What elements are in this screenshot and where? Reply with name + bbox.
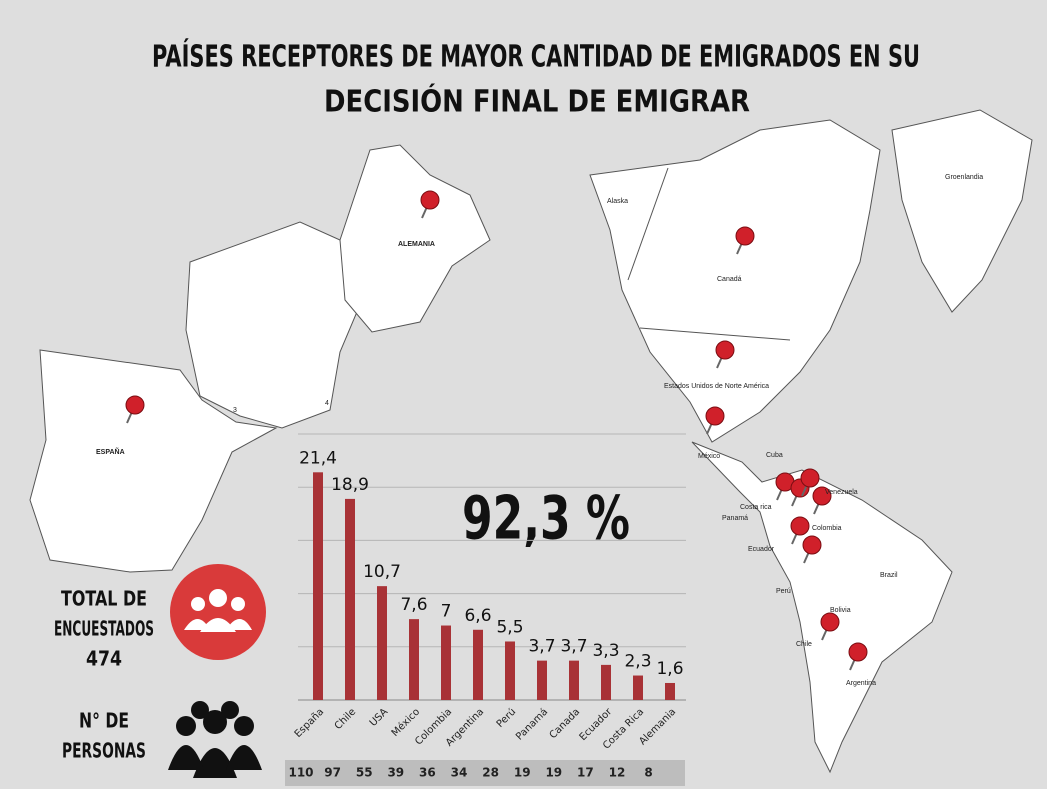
map-label: ESPAÑA [96, 447, 125, 456]
map-label: Perú [776, 588, 791, 595]
respondents-text: 474 [86, 647, 122, 671]
pin-head [802, 535, 822, 555]
respondents-text: ENCUESTADOS [54, 617, 154, 641]
pin-head [735, 226, 755, 246]
persons-count: 39 [387, 766, 404, 780]
map-label: Bolivia [830, 607, 851, 614]
pins [125, 190, 868, 671]
bar [409, 619, 419, 700]
map-label: ALEMANIA [398, 241, 435, 248]
bar [345, 498, 355, 700]
map-label: Argentina [846, 680, 876, 687]
title-line: DECISIÓN FINAL DE EMIGRAR [324, 83, 750, 120]
value-label: 5,5 [496, 617, 523, 637]
bar [569, 660, 579, 700]
border-line [627, 167, 669, 281]
value-label: 7 [441, 602, 452, 622]
value-label: 1,6 [656, 659, 683, 679]
map-label: Ecuador [748, 546, 775, 553]
bar [473, 629, 483, 700]
map-label: 4 [325, 400, 329, 407]
map-label: Canadá [717, 276, 742, 283]
bar [537, 660, 547, 700]
map-label: México [698, 453, 720, 460]
value-label: 7,6 [400, 595, 427, 615]
bar [665, 682, 675, 700]
north-america [589, 119, 881, 443]
pin-head [812, 486, 832, 506]
value-label: 21,4 [299, 448, 337, 468]
map-label: Costa rica [740, 504, 772, 511]
americas-map [589, 109, 1033, 774]
greenland [891, 109, 1033, 313]
persons-count: 19 [514, 766, 531, 780]
persons-count: 110 [288, 766, 313, 780]
persons-count: 36 [419, 766, 436, 780]
persons-text: N° DE [79, 709, 129, 733]
value-label: 3,7 [528, 637, 555, 657]
map-label: Brazil [880, 572, 898, 579]
persons-count: 28 [482, 766, 499, 780]
summary-percent: 92,3 % [462, 484, 630, 554]
map-label: Venezuela [825, 489, 858, 496]
bar [313, 472, 323, 700]
respondents-icon [170, 564, 266, 660]
pin-head [790, 516, 810, 536]
value-label: 2,3 [624, 652, 651, 672]
value-label: 3,3 [592, 641, 619, 661]
map-label: Panamá [722, 515, 748, 522]
pin-head [125, 395, 145, 415]
europe-map [29, 144, 491, 573]
persons-icon [168, 701, 262, 778]
pin-head [715, 340, 735, 360]
persons-count: 55 [356, 766, 373, 780]
map-label: Chile [796, 641, 812, 648]
bar [377, 586, 387, 700]
pin-head [848, 642, 868, 662]
value-label: 3,7 [560, 637, 587, 657]
persons-count: 34 [451, 766, 468, 780]
value-label: 18,9 [331, 475, 369, 495]
value-label: 10,7 [363, 562, 401, 582]
persons-count: 8 [644, 766, 652, 780]
border-line [639, 327, 791, 341]
counts-band [285, 760, 685, 786]
bar [505, 641, 515, 700]
map-label: Estados Unidos de Norte América [664, 383, 769, 390]
germany-region [339, 144, 491, 333]
value-label: 6,6 [464, 606, 491, 626]
pin-head [705, 406, 725, 426]
persons-count: 19 [545, 766, 562, 780]
pin-head [420, 190, 440, 210]
respondents-text: TOTAL DE [61, 587, 147, 611]
map-label: 3 [233, 407, 237, 414]
map-label: Cuba [766, 452, 783, 459]
pin-head [800, 468, 820, 488]
bar [441, 625, 451, 700]
spain-region [29, 349, 278, 573]
persons-count: 17 [577, 766, 594, 780]
persons-count: 12 [609, 766, 626, 780]
france-region [185, 221, 363, 429]
bar [633, 675, 643, 700]
map-label: Alaska [607, 198, 628, 205]
map-label: Colombia [812, 525, 842, 532]
map-label: Groenlandia [945, 174, 983, 181]
pin-head [820, 612, 840, 632]
title-line: PAÍSES RECEPTORES DE MAYOR CANTIDAD DE E… [152, 39, 920, 75]
bar [601, 664, 611, 700]
persons-text: PERSONAS [62, 739, 146, 763]
persons-count: 97 [324, 766, 341, 780]
